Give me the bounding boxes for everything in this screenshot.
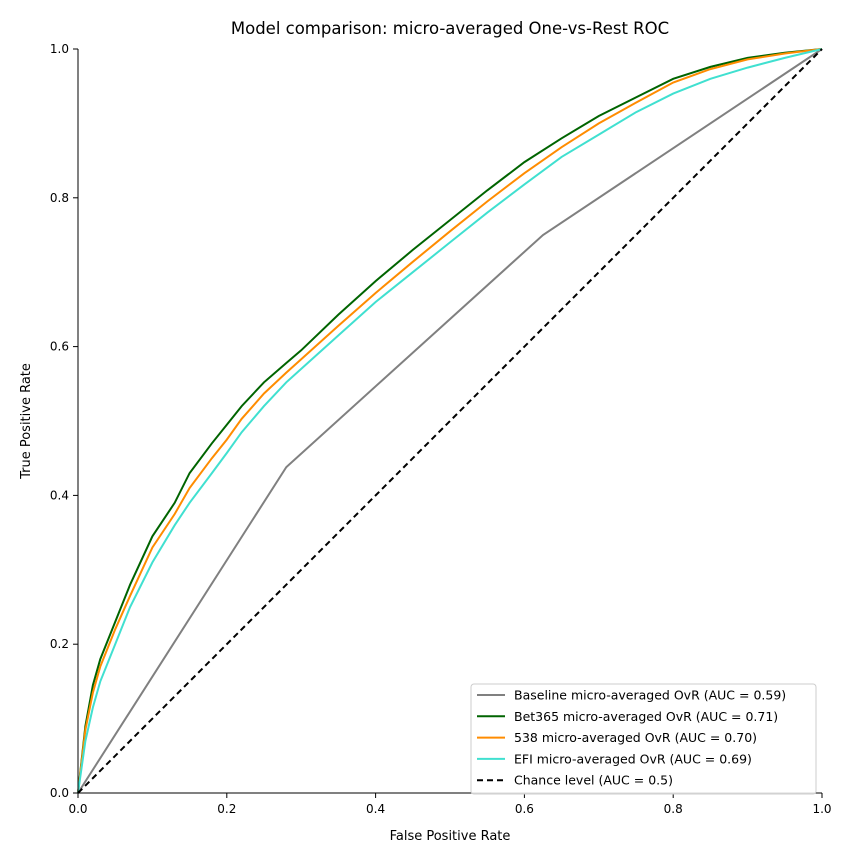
legend-label-0: Baseline micro-averaged OvR (AUC = 0.59) [514, 688, 786, 703]
y-tick-label: 0.4 [50, 488, 69, 502]
y-tick-label: 0.0 [50, 786, 69, 800]
x-tick-label: 0.4 [366, 802, 385, 816]
x-tick-label: 0.6 [515, 802, 534, 816]
y-tick-label: 1.0 [50, 42, 69, 56]
x-tick-label: 0.2 [217, 802, 236, 816]
y-ticks: 0.0 0.2 0.4 0.6 0.8 1.0 [50, 42, 78, 800]
legend-label-4: Chance level (AUC = 0.5) [514, 773, 673, 788]
legend-label-1: Bet365 micro-averaged OvR (AUC = 0.71) [514, 709, 778, 724]
chart-title: Model comparison: micro-averaged One-vs-… [231, 19, 669, 38]
series-line-4 [77, 48, 823, 794]
x-axis-label: False Positive Rate [390, 829, 511, 844]
legend-frame [470, 683, 817, 795]
y-tick-label: 0.8 [50, 191, 69, 205]
series-line-3 [77, 48, 823, 794]
plot-lines [77, 48, 823, 794]
x-tick-label: 0.8 [664, 802, 683, 816]
x-ticks: 0.0 0.2 0.4 0.6 0.8 1.0 [68, 793, 832, 816]
y-axis-label: True Positive Rate [19, 363, 34, 480]
x-tick-label: 0.0 [68, 802, 87, 816]
legend-label-3: EFI micro-averaged OvR (AUC = 0.69) [514, 751, 752, 766]
series-line-1 [77, 48, 823, 794]
legend-label-2: 538 micro-averaged OvR (AUC = 0.70) [514, 730, 757, 745]
legend: Baseline micro-averaged OvR (AUC = 0.59)… [470, 683, 817, 795]
series-line-0 [77, 48, 823, 794]
x-tick-label: 1.0 [812, 802, 831, 816]
y-tick-label: 0.2 [50, 637, 69, 651]
y-tick-label: 0.6 [50, 340, 69, 354]
series-line-2 [77, 48, 823, 794]
